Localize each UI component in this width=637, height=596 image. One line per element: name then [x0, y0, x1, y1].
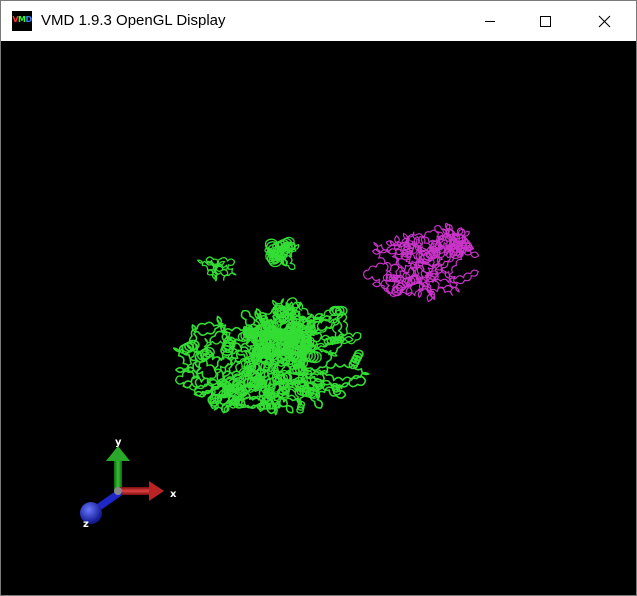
x-axis-arrow: x — [119, 481, 177, 501]
vmd-app-icon[interactable]: VMD — [12, 11, 32, 31]
close-icon — [598, 15, 611, 28]
backbone-trace — [264, 236, 300, 271]
green-protein-chain — [172, 236, 370, 416]
backbone-trace — [197, 256, 237, 282]
backbone-trace — [363, 231, 480, 302]
opengl-display-canvas[interactable]: y x z — [1, 41, 636, 595]
window-title: VMD 1.9.3 OpenGL Display — [41, 12, 226, 29]
backbone-trace — [237, 297, 362, 372]
title-bar[interactable]: VMD VMD 1.9.3 OpenGL Display — [1, 1, 636, 41]
x-axis-label: x — [170, 489, 177, 500]
y-axis-arrow: y — [106, 437, 130, 494]
y-axis-label: y — [115, 437, 122, 448]
z-axis-arrow: z — [80, 489, 123, 530]
maximize-icon — [540, 16, 551, 27]
minimize-icon — [485, 21, 495, 22]
close-button[interactable] — [577, 1, 635, 41]
axes-indicator: y x z — [80, 437, 177, 530]
backbone-trace — [420, 222, 475, 259]
maximize-button[interactable] — [519, 1, 577, 41]
minimize-button[interactable] — [461, 1, 519, 41]
magenta-protein-chain — [363, 222, 480, 302]
z-axis-label: z — [83, 519, 89, 530]
